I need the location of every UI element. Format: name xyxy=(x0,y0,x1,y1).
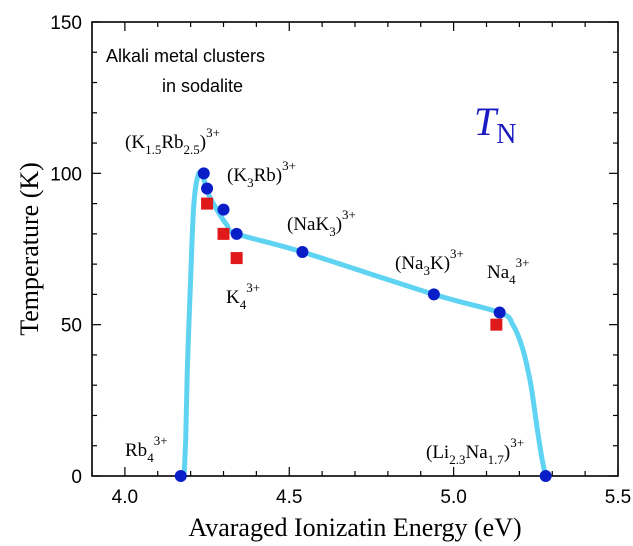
data-point-square xyxy=(230,252,243,265)
point-label-k4: K43+ xyxy=(226,280,260,312)
tn-N: N xyxy=(496,119,516,150)
tn-label: TN xyxy=(474,99,516,150)
x-tick-label: 4.5 xyxy=(276,487,302,508)
data-point-circle xyxy=(174,470,187,482)
data-point-circle xyxy=(201,182,214,195)
data-point-circle xyxy=(296,246,309,259)
x-tick-label: 5.0 xyxy=(440,487,466,508)
x-axis-label: Avaraged Ionizatin Energy (eV) xyxy=(188,513,521,542)
y-axis-label: Temperature (K) xyxy=(15,162,44,336)
annotation-title-line2: in sodalite xyxy=(162,76,243,96)
data-point-circle xyxy=(230,227,243,240)
point-label-k3rb: (K3Rb)3+ xyxy=(227,158,296,190)
annotation-title-line1: Alkali metal clusters xyxy=(106,46,265,66)
y-tick-label: 100 xyxy=(50,164,82,185)
data-point-square xyxy=(490,318,503,331)
data-point-square xyxy=(201,197,214,210)
point-label-nak3: (NaK3)3+ xyxy=(287,207,356,239)
markers xyxy=(174,167,552,482)
x-tick-label: 4.0 xyxy=(112,487,138,508)
data-point-circle xyxy=(217,203,230,216)
point-label-li23na17: (Li2.3Na1.7)3+ xyxy=(426,435,524,467)
tick-labels: 4.0 4.5 5.0 5.5 0 50 100 150 xyxy=(50,13,631,508)
y-tick-label: 0 xyxy=(71,467,82,488)
data-point-circle xyxy=(197,167,210,180)
y-tick-label: 50 xyxy=(61,316,82,337)
point-label-na3k: (Na3K)3+ xyxy=(395,246,464,278)
data-point-circle xyxy=(493,306,506,319)
data-point-square xyxy=(217,227,230,240)
point-label-rb4: Rb43+ xyxy=(125,433,168,465)
x-tick-label: 5.5 xyxy=(605,487,631,508)
data-point-circle xyxy=(539,470,552,482)
ticks xyxy=(91,21,619,477)
point-label-k15rb25: (K1.5Rb2.5)3+ xyxy=(125,125,220,157)
point-labels: (K1.5Rb2.5)3+(K3Rb)3+ (NaK3)3+ (Na3K)3+ Na4… xyxy=(125,125,530,467)
y-tick-label: 150 xyxy=(50,13,82,34)
data-point-circle xyxy=(427,288,440,301)
point-label-na4: Na43+ xyxy=(487,255,530,287)
tn-T: T xyxy=(474,99,499,144)
